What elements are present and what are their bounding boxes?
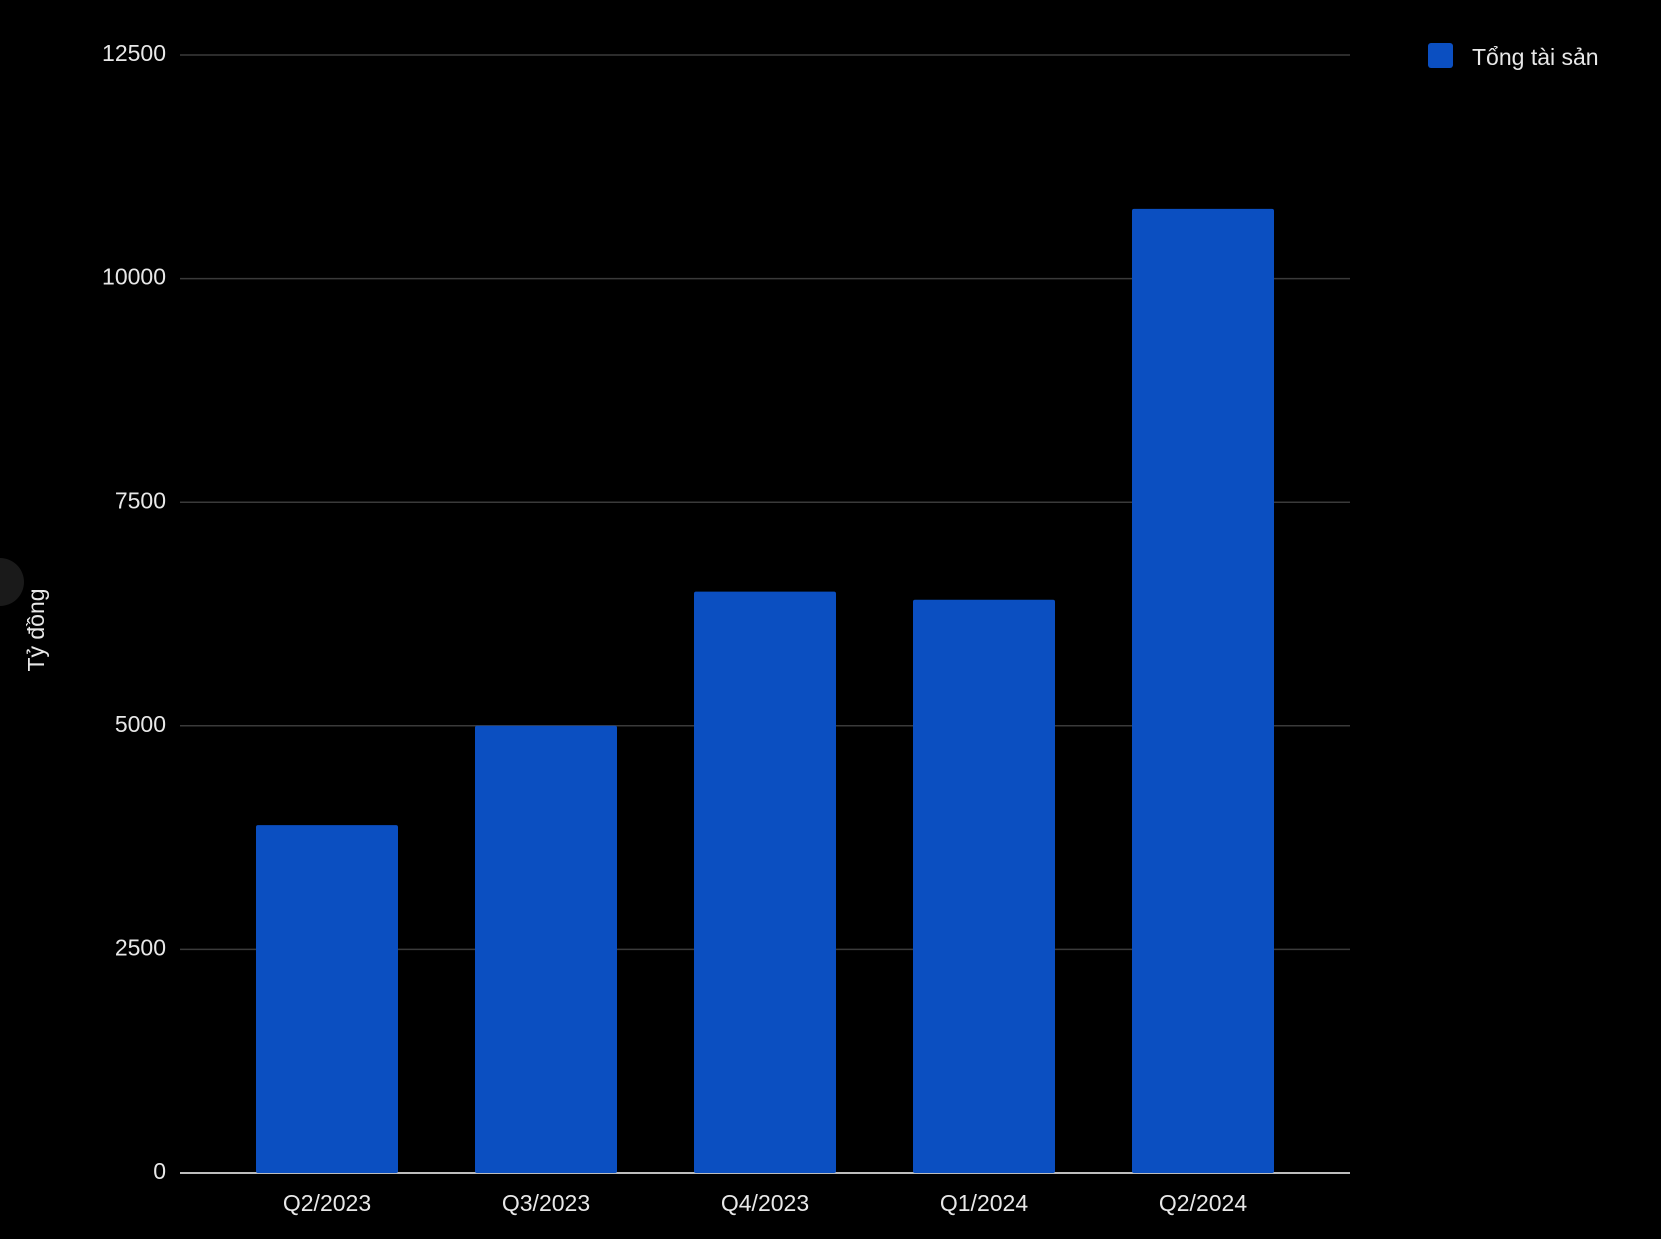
legend-swatch	[1428, 43, 1453, 68]
bar	[1132, 208, 1274, 1174]
y-tick-label: 5000	[115, 711, 166, 737]
bar	[694, 591, 836, 1173]
x-tick-label: Q2/2024	[1159, 1190, 1247, 1216]
bar	[475, 725, 617, 1173]
y-tick-label: 2500	[115, 934, 166, 960]
y-axis-label: Tỷ đồng	[23, 588, 49, 671]
y-tick-label: 7500	[115, 487, 166, 513]
bar	[256, 825, 398, 1173]
x-tick-label: Q2/2023	[283, 1190, 371, 1216]
bar	[913, 599, 1055, 1173]
x-tick-label: Q4/2023	[721, 1190, 809, 1216]
legend-label: Tổng tài sản	[1472, 44, 1599, 70]
x-tick-label: Q1/2024	[940, 1190, 1028, 1216]
y-tick-label: 12500	[102, 40, 166, 66]
y-tick-label: 10000	[102, 264, 166, 290]
side-handle	[0, 558, 24, 606]
y-tick-label: 0	[153, 1158, 166, 1184]
x-tick-label: Q3/2023	[502, 1190, 590, 1216]
